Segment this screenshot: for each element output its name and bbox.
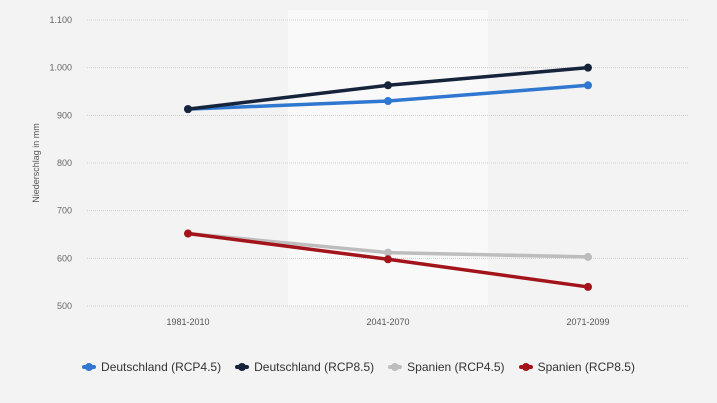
legend-label: Deutschland (RCP8.5) — [254, 360, 375, 374]
data-point — [184, 229, 192, 238]
legend-item[interactable]: Deutschland (RCP8.5) — [235, 360, 374, 374]
y-tick-label: 800 — [57, 158, 72, 168]
y-tick-label: 600 — [57, 253, 72, 263]
legend-label: Deutschland (RCP4.5) — [101, 360, 222, 374]
legend-marker-icon — [518, 363, 533, 371]
data-point — [384, 97, 392, 106]
data-point — [184, 105, 192, 114]
legend-label: Spanien (RCP4.5) — [407, 360, 505, 374]
y-axis-label: Niederschlag in mm — [31, 123, 41, 203]
legend-marker-icon — [82, 363, 97, 371]
data-point — [584, 63, 592, 72]
data-point — [384, 81, 392, 90]
legend-item[interactable]: Deutschland (RCP4.5) — [82, 360, 221, 374]
legend-label: Spanien (RCP8.5) — [537, 360, 635, 374]
legend-marker-icon — [388, 363, 403, 371]
line-chart: 500 600 700 800 900 1.000 1.100 1981-2010 2041-… — [31, 15, 688, 327]
legend: Deutschland (RCP4.5) Deutschland (RCP8.5)… — [0, 360, 717, 374]
y-tick-label: 900 — [57, 110, 72, 120]
y-tick-label: 1.000 — [49, 63, 72, 73]
data-point — [384, 248, 392, 257]
x-tick-label: 2041-2070 — [366, 317, 409, 327]
data-point — [584, 252, 592, 261]
data-point — [584, 81, 592, 90]
data-point — [584, 282, 592, 291]
legend-item[interactable]: Spanien (RCP8.5) — [518, 360, 635, 374]
x-tick-label: 2071-2099 — [566, 317, 609, 327]
y-tick-label: 700 — [57, 206, 72, 216]
x-tick-label: 1981-2010 — [166, 317, 209, 327]
legend-item[interactable]: Spanien (RCP4.5) — [388, 360, 505, 374]
y-tick-label: 500 — [57, 301, 72, 311]
legend-marker-icon — [235, 363, 250, 371]
data-point — [384, 255, 392, 264]
y-tick-label: 1.100 — [49, 15, 72, 25]
